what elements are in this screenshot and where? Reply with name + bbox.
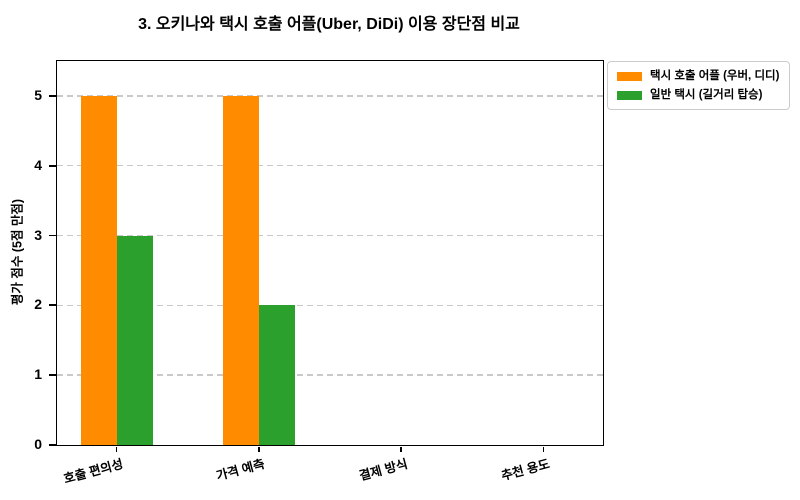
bar-taxi: [116, 235, 153, 445]
y-tick-label: 4: [34, 156, 42, 173]
x-tick-mark: [400, 446, 403, 452]
y-tick-mark: [49, 374, 56, 377]
legend-label: 일반 택시 (길거리 탑승): [650, 89, 763, 101]
bar-taxi: [258, 305, 295, 445]
gridline: [57, 165, 603, 167]
x-tick-label: 추천 용도: [499, 456, 552, 484]
y-tick-label: 5: [34, 86, 42, 103]
x-tick-mark: [115, 446, 118, 452]
legend-label: 택시 호출 어플 (우버, 디디): [650, 70, 780, 82]
x-tick-mark: [257, 446, 260, 452]
y-tick-mark: [49, 234, 56, 237]
legend: 택시 호출 어플 (우버, 디디) 일반 택시 (길거리 탑승): [607, 61, 791, 110]
y-tick-mark: [49, 444, 56, 446]
x-tick-label: 결제 방식: [357, 456, 409, 484]
plot-area: [49, 60, 604, 452]
gridline: [57, 304, 603, 307]
x-tick-label: 가격 예측: [215, 456, 267, 484]
gridline: [57, 234, 603, 237]
legend-swatch-green: [617, 90, 642, 100]
x-tick-label: 호출 편의성: [61, 456, 125, 487]
y-tick-label: 1: [34, 366, 42, 383]
y-tick-mark: [49, 304, 56, 307]
y-tick-mark: [49, 164, 56, 167]
legend-swatch-orange: [617, 71, 642, 81]
x-tick-mark: [542, 446, 545, 452]
legend-item: 일반 택시 (길거리 탑승): [617, 87, 779, 103]
gridline: [57, 374, 603, 376]
bar-app: [80, 95, 117, 445]
chart-title: 3. 오키나와 택시 호출 어플(Uber, DiDi) 이용 장단점 비교: [138, 16, 520, 33]
y-axis-label: 평가 점수 (5점 만점): [10, 198, 25, 306]
y-tick-label: 2: [34, 296, 42, 313]
gridline: [57, 95, 603, 97]
y-tick-label: 0: [34, 436, 42, 452]
y-tick-label: 3: [34, 226, 42, 243]
y-tick-mark: [49, 95, 56, 97]
bar-app: [222, 95, 259, 445]
legend-item: 택시 호출 어플 (우버, 디디): [617, 68, 779, 84]
